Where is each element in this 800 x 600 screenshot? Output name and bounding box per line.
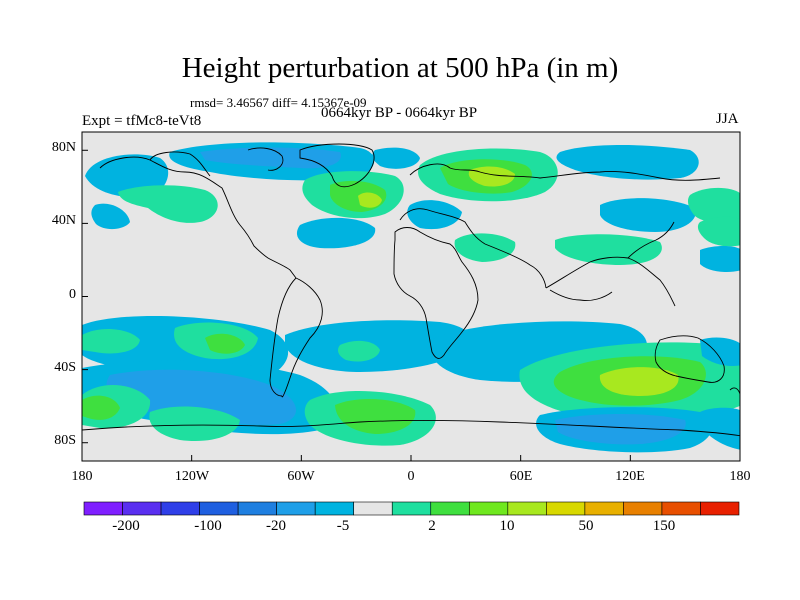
lon-label-60w: 60W (287, 469, 315, 484)
lon-label-180e: 180 (729, 469, 751, 484)
lat-tick-marks (82, 149, 88, 444)
colorbar-swatch (623, 501, 663, 516)
coastline-layer (82, 143, 740, 437)
colorbar-swatch (430, 501, 470, 516)
colorbar-swatch (353, 501, 393, 516)
colorbar-swatch (661, 501, 701, 516)
lat-label-80s: 80S (54, 433, 76, 448)
colorbar-swatch (122, 501, 162, 516)
lat-label-0: 0 (69, 287, 76, 302)
colorbar-label: -20 (266, 518, 286, 534)
colorbar-swatch (83, 501, 123, 516)
colorbar-swatch (584, 501, 624, 516)
lat-label-80n: 80N (51, 140, 76, 155)
lon-label-60e: 60E (509, 469, 533, 484)
colorbar-label: 50 (578, 518, 594, 534)
colorbar-swatch (237, 501, 277, 516)
period-label: 0664kyr BP - 0664kyr BP (321, 105, 478, 121)
colorbar-label: 2 (428, 518, 436, 534)
lat-label-40s: 40S (54, 360, 76, 375)
colorbar-swatch (507, 501, 547, 516)
colorbar-swatch (314, 501, 355, 516)
colorbar-swatch (546, 501, 586, 516)
page-title: Height perturbation at 500 hPa (in m) (181, 52, 619, 84)
colorbar-swatch (199, 501, 239, 516)
lon-label-0: 0 (407, 469, 415, 484)
colorbar-label: 150 (652, 518, 676, 534)
season-label: JJA (716, 111, 739, 127)
colorbar-label: -200 (112, 518, 140, 534)
lon-tick-marks (81, 455, 741, 461)
lon-label-180w: 180 (71, 469, 93, 484)
lon-label-120w: 120W (174, 469, 210, 484)
colorbar-label: -5 (336, 518, 350, 534)
experiment-label: Expt = tfMc8-teVt8 (82, 113, 202, 129)
colorbar-swatch (391, 501, 432, 516)
colorbar (83, 501, 740, 516)
colorbar-swatch (468, 501, 509, 516)
colorbar-label: 10 (499, 518, 515, 534)
contour-fill-layer (82, 142, 740, 453)
lon-label-120e: 120E (615, 469, 645, 484)
colorbar-swatch (700, 501, 740, 516)
colorbar-swatch (160, 501, 200, 516)
colorbar-label: -100 (194, 518, 222, 534)
stats-text: rmsd= 3.46567 diff= 4.15367e-09 (190, 95, 367, 110)
lat-label-40n: 40N (51, 213, 76, 228)
colorbar-swatch (276, 501, 316, 516)
